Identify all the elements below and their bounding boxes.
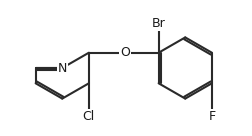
Text: N: N — [57, 61, 67, 75]
Text: Cl: Cl — [82, 110, 94, 123]
Text: Br: Br — [151, 17, 165, 30]
Text: O: O — [119, 46, 129, 59]
Text: F: F — [207, 110, 214, 123]
